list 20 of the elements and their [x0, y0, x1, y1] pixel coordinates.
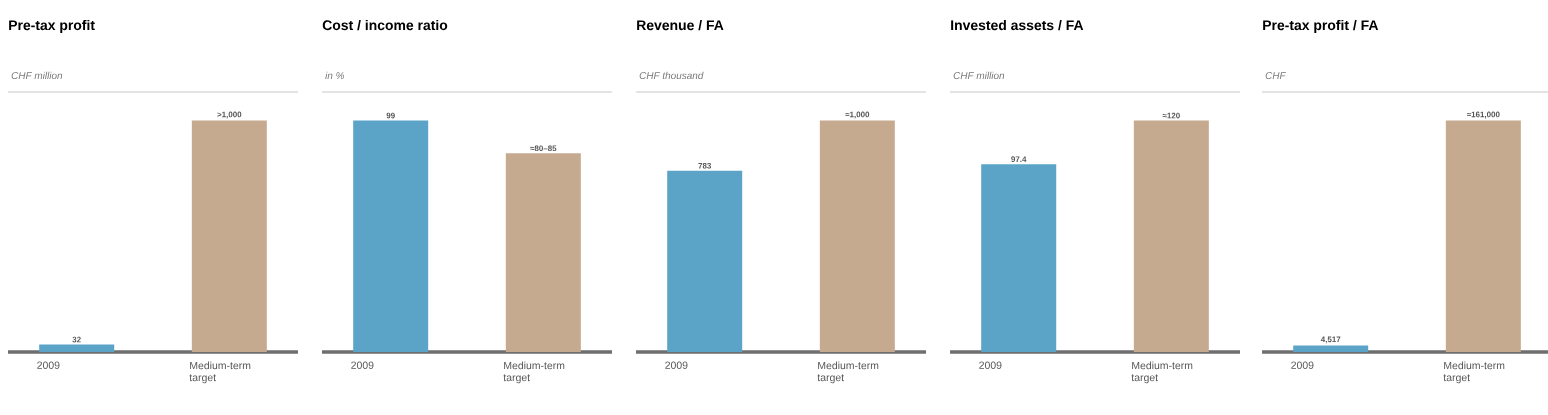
x-tick-label: Medium-term target — [189, 361, 251, 384]
chart-subtitle: CHF — [1265, 72, 1287, 80]
chart-title: Pre-tax profit — [9, 19, 95, 33]
x-tick-label: 2009 — [37, 361, 60, 369]
x-tick-label: Medium-term target — [817, 361, 879, 384]
chart-subtitle: CHF million — [11, 71, 63, 80]
x-tick-label: Medium-term target — [503, 361, 565, 384]
chart-title: Cost / income ratio — [322, 19, 448, 31]
chart-title: Pre-tax profit / FA — [1263, 19, 1379, 33]
chart-subtitle: in % — [325, 71, 345, 80]
chart-title: Revenue / FA — [637, 19, 724, 31]
x-tick-label: 2009 — [351, 361, 374, 369]
x-tick-label: 2009 — [979, 361, 1002, 369]
chart-subtitle: CHF million — [953, 71, 1005, 80]
x-tick-label: 2009 — [665, 361, 688, 369]
x-tick-label: Medium-term target — [1131, 361, 1193, 384]
x-tick-label: Medium-term target — [1443, 361, 1505, 384]
x-tick-label: 2009 — [1291, 361, 1314, 369]
chart-subtitle: CHF thousand — [639, 71, 704, 80]
chart-title: Invested assets / FA — [951, 19, 1084, 31]
